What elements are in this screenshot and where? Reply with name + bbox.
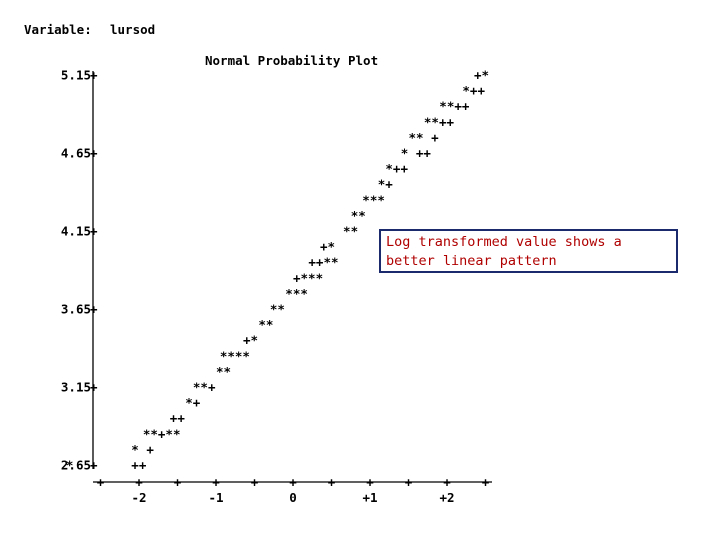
y-tick-label: 2.65 (61, 458, 91, 473)
data-mark: +* (320, 239, 335, 254)
y-tick-mark: + (90, 458, 98, 473)
variable-label: Variable: (24, 22, 92, 37)
y-tick-label: 3.65 (61, 302, 91, 317)
x-tick-mark: + (405, 475, 413, 490)
data-mark: *+ (378, 177, 394, 192)
y-tick-label: 4.65 (61, 146, 91, 161)
data-mark: * (66, 458, 74, 473)
y-tick-mark: + (90, 146, 98, 161)
data-mark: **+ (193, 380, 216, 395)
x-tick-mark: + (251, 475, 259, 490)
data-mark: **++ (439, 99, 470, 114)
x-tick-label: -1 (208, 490, 223, 505)
x-tick-label: +2 (439, 490, 454, 505)
chart-title: Normal Probability Plot (205, 53, 379, 68)
data-mark: ++** (308, 255, 338, 270)
data-mark: ++ (131, 458, 147, 473)
x-tick-mark: + (212, 475, 220, 490)
data-mark: *++ (385, 161, 408, 176)
x-tick-label: +1 (362, 490, 377, 505)
x-tick-mark: + (135, 475, 143, 490)
data-mark: *** (362, 192, 385, 207)
data-mark: ++ (170, 411, 186, 426)
x-tick-label: -2 (131, 490, 146, 505)
data-mark: **++ (424, 114, 455, 129)
data-mark: ** (216, 364, 231, 379)
data-mark: ** (270, 302, 285, 317)
y-tick-label: 3.15 (61, 380, 91, 395)
data-mark: ** (343, 224, 358, 239)
x-tick-mark: + (366, 475, 374, 490)
data-mark: +*** (293, 270, 323, 285)
data-mark: *** (285, 286, 308, 301)
y-tick-label: 4.15 (61, 224, 91, 239)
y-tick-mark: + (90, 380, 98, 395)
y-tick-mark: + (90, 302, 98, 317)
data-mark: +* (243, 333, 258, 348)
variable-name: lursod (110, 22, 156, 37)
data-mark: **+** (143, 426, 181, 441)
data-mark: ** + (409, 130, 440, 145)
data-mark: **** (220, 348, 250, 363)
data-mark: * + (131, 442, 154, 457)
x-tick-mark: + (174, 475, 182, 490)
x-tick-mark: + (443, 475, 451, 490)
data-mark: *+ (185, 395, 201, 410)
annotation-box: Log transformed value shows a better lin… (379, 229, 678, 273)
x-tick-mark: + (289, 475, 297, 490)
y-tick-mark: + (90, 224, 98, 239)
annotation-text: Log transformed value shows a better lin… (386, 234, 622, 269)
data-mark: * ++ (401, 146, 432, 161)
x-tick-mark: + (97, 475, 105, 490)
x-tick-mark: + (328, 475, 336, 490)
x-tick-mark: + (482, 475, 490, 490)
x-tick-label: 0 (289, 490, 297, 505)
data-mark: ** (351, 208, 366, 223)
data-mark: *++ (462, 83, 485, 98)
data-mark: ** (258, 317, 273, 332)
y-tick-label: 5.15 (61, 68, 91, 83)
y-tick-mark: + (90, 68, 98, 83)
data-mark: +* (474, 68, 489, 83)
